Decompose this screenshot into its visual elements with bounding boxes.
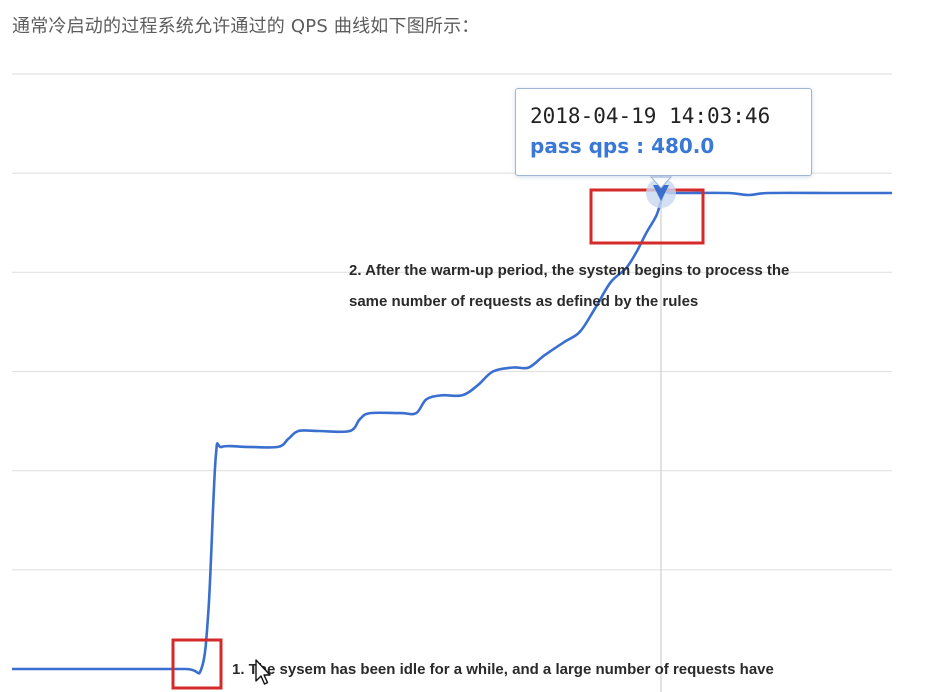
intro-text: 通常冷启动的过程系统允许通过的 QPS 曲线如下图所示： [12,16,480,37]
chart-tooltip: 2018-04-19 14:03:46 pass qps : 480.0 [515,88,812,176]
tooltip-qps-separator: : [636,134,652,158]
annotation-warmup-complete: 2. After the warm-up period, the system … [349,255,789,317]
annotation-warmup-line2: same number of requests as defined by th… [349,293,699,310]
highlight-box-idle-start [171,638,223,690]
mouse-cursor-icon [255,659,271,685]
annotation-warmup-line1: 2. After the warm-up period, the system … [349,262,790,279]
tooltip-pointer [649,176,673,189]
tooltip-qps-label: pass qps [530,134,630,158]
annotation-idle-burst: 1. The sysem has been idle for a while, … [232,661,774,678]
hover-point-marker [653,185,669,201]
tooltip-time: 2018-04-19 14:03:46 [530,104,771,128]
tooltip-qps: pass qps : 480.0 [530,131,811,161]
tooltip-qps-value: 480.0 [651,134,715,158]
